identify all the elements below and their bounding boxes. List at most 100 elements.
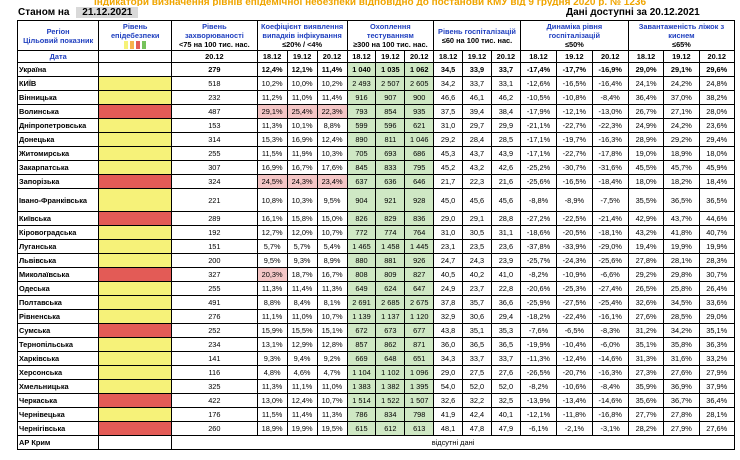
status-cell — [98, 90, 173, 106]
table-row: Житомирська 255 11,5% 11,9% 10,3% 705 693 686 45… — [16, 146, 735, 162]
testing-value: 808 — [346, 267, 377, 283]
dyn-value: -6,0% — [591, 337, 629, 353]
region-name: Херсонська — [16, 365, 100, 381]
hosp-value: 41,9 — [433, 407, 464, 423]
table-row: Кіровоградська 192 12,7% 12,0% 10,7% 772 774 76… — [16, 225, 735, 241]
hosp-value: 46,6 — [433, 90, 464, 106]
dyn-value: -8,3% — [591, 323, 629, 339]
dyn-value: -16,3% — [591, 132, 629, 148]
incidence-value: 307 — [171, 160, 258, 176]
dyn-value: -30,7% — [556, 160, 593, 176]
testing-value: 826 — [346, 211, 377, 227]
status-cell — [98, 253, 173, 269]
oxygen-value: 45,9% — [698, 160, 735, 176]
dyn-value: -8,2% — [519, 379, 558, 395]
testing-value: 649 — [346, 281, 377, 297]
testing-value: 926 — [404, 253, 435, 269]
detection-value: 8,8% — [256, 295, 288, 311]
detection-value: 9,5% — [256, 253, 288, 269]
hosp-value: 29,2 — [433, 132, 464, 148]
region-name: Полтавська — [16, 295, 100, 311]
oxygen-value: 36,5% — [663, 188, 700, 213]
testing-value: 1 120 — [404, 309, 435, 325]
status-cell — [98, 267, 173, 283]
testing-value: 1 139 — [346, 309, 377, 325]
incidence-value: 221 — [171, 188, 258, 213]
testing-value: 774 — [375, 225, 406, 241]
oxygen-value: 41,8% — [663, 225, 700, 241]
hosp-value: 52,0 — [490, 379, 521, 395]
dyn-value: -14,6% — [591, 351, 629, 367]
hosp-value: 40,1 — [490, 407, 521, 423]
dyn-value: -27,2% — [519, 211, 558, 227]
header-hosp-target: ≤60 на 100 тис. нас. — [441, 35, 513, 45]
testing-value: 1 507 — [404, 393, 435, 409]
hosp-value: 40,2 — [462, 267, 492, 283]
hosp-value: 23,6 — [490, 239, 521, 255]
oxygen-value: 19,9% — [698, 239, 735, 255]
testing-value: 890 — [346, 132, 377, 148]
dyn-value: -16,5% — [556, 76, 593, 92]
detection-value: 15,5% — [286, 323, 318, 339]
hosp-value: 46,2 — [490, 90, 521, 106]
oxygen-value: 31,3% — [627, 351, 665, 367]
detection-value: 10,0% — [286, 76, 318, 92]
hosp-value: 29,1 — [462, 211, 492, 227]
hosp-value: 30,5 — [462, 225, 492, 241]
region-name: Донецька — [16, 132, 100, 148]
oxygen-value: 44,6% — [698, 211, 735, 227]
header-incidence-date: 20.12 — [171, 50, 258, 64]
header-incidence-target: <75 на 100 тис. нас. — [178, 40, 250, 50]
status-cell — [98, 337, 173, 353]
oxygen-value: 45,7% — [663, 160, 700, 176]
testing-value: 907 — [375, 90, 406, 106]
oxygen-value: 27,6% — [627, 309, 665, 325]
testing-value: 672 — [346, 323, 377, 339]
dyn-value: -6,5% — [556, 323, 593, 339]
testing-value: 786 — [346, 407, 377, 423]
dyn-value: -3,1% — [591, 421, 629, 437]
dyn-value: -2,1% — [556, 421, 593, 437]
header-detection: Коефіцієнт виявлення випадків інфікуванн… — [256, 19, 348, 52]
incidence-value: 255 — [171, 146, 258, 162]
oxygen-value: 36,4% — [627, 90, 665, 106]
testing-value: 2 691 — [346, 295, 377, 311]
date-dyn-3: 20.12 — [591, 50, 629, 64]
dyn-value: -33,9% — [556, 239, 593, 255]
hosp-value: 46,1 — [462, 90, 492, 106]
crimea-no-data: відсутні дані — [171, 435, 735, 451]
oxygen-value: 19,9% — [663, 239, 700, 255]
testing-value: 1 465 — [346, 239, 377, 255]
status-cell — [98, 225, 173, 241]
oxygen-value: 27,8% — [663, 407, 700, 423]
hosp-value: 34,3 — [433, 351, 464, 367]
oxygen-value: 36,4% — [698, 393, 735, 409]
hosp-value: 41,0 — [490, 267, 521, 283]
header-detection-target: ≤20% / <4% — [282, 40, 323, 50]
hosp-value: 37,5 — [433, 104, 464, 120]
detection-value: 9,3% — [256, 351, 288, 367]
oxygen-value: 35,9% — [627, 379, 665, 395]
total-row: Україна 279 12,4% 12,1% 11,4% 1 040 1 035 1 062… — [16, 62, 735, 78]
table-body: Україна 279 12,4% 12,1% 11,4% 1 040 1 035 1 062… — [16, 62, 735, 451]
testing-value: 935 — [404, 104, 435, 120]
hosp-value: 38,4 — [490, 104, 521, 120]
testing-value: 798 — [404, 407, 435, 423]
dyn-value: -16,1% — [591, 309, 629, 325]
testing-value: 880 — [346, 253, 377, 269]
table-row: Хмельницька 325 11,3% 11,1% 11,0% 1 383 1 382 1… — [16, 379, 735, 395]
header-testing: Охоплення тестуванням ≥300 на 100 тис. н… — [346, 19, 435, 52]
hosp-value: 33,7 — [462, 351, 492, 367]
incidence-value: 289 — [171, 211, 258, 227]
detection-value: 12,1% — [286, 62, 318, 78]
header-date: Дата — [16, 50, 100, 64]
testing-value: 2 605 — [404, 76, 435, 92]
detection-value: 11,4% — [316, 90, 348, 106]
detection-value: 5,4% — [316, 239, 348, 255]
detection-value: 5,7% — [286, 239, 318, 255]
detection-value: 8,8% — [316, 118, 348, 134]
dyn-value: -19,7% — [556, 132, 593, 148]
as-of-date: 21.12.2021 — [76, 7, 139, 18]
oxygen-value: 36,5% — [698, 188, 735, 213]
testing-value: 673 — [375, 323, 406, 339]
